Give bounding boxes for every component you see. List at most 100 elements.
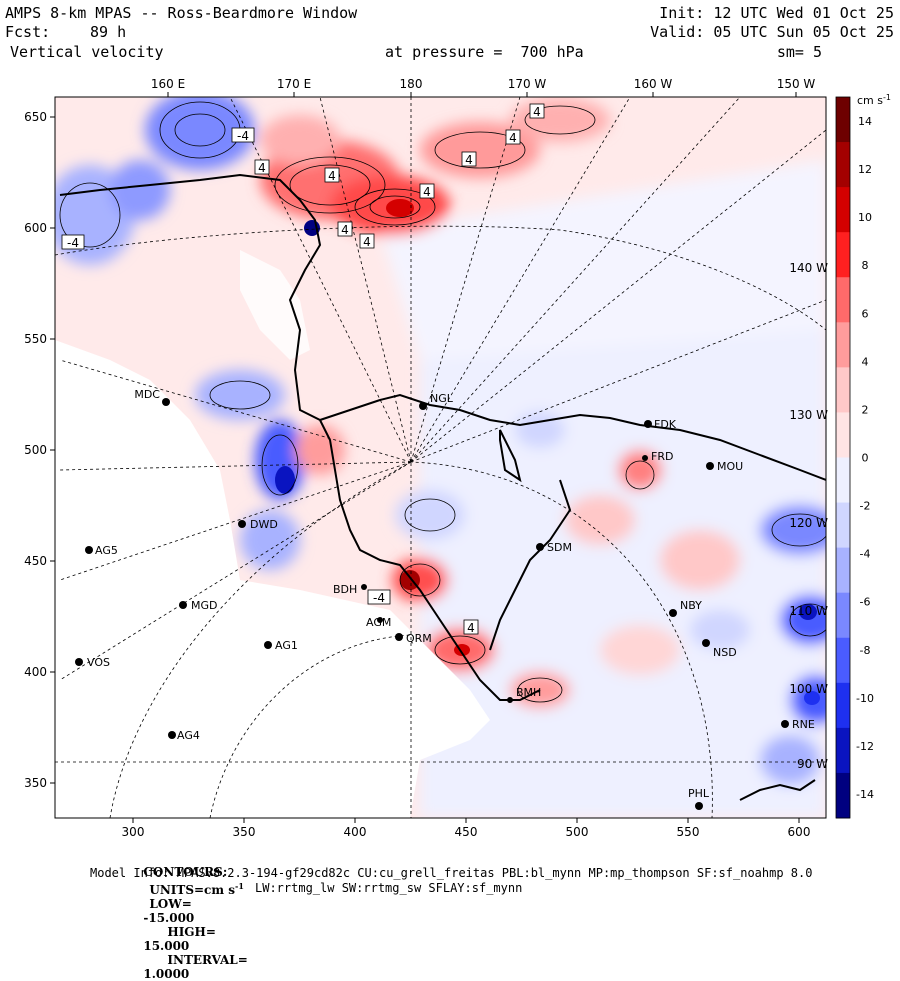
- colorbar-tick-label: -6: [860, 596, 871, 609]
- colorbar-tick-label: 4: [862, 355, 869, 368]
- contour-label: 4: [505, 129, 521, 145]
- colorbar-tick-label: -8: [860, 644, 871, 657]
- station-marker[interactable]: AG1: [264, 639, 298, 652]
- svg-text:NGL: NGL: [430, 392, 454, 405]
- colorbar-tick-label: 8: [862, 259, 869, 272]
- colorbar-tick-label: 0: [862, 452, 869, 465]
- forecast-hour-value: 89 h: [90, 23, 127, 41]
- station-marker[interactable]: NGL: [419, 392, 454, 410]
- station-marker[interactable]: PHL: [688, 787, 710, 810]
- station-marker[interactable]: AG4: [168, 729, 200, 742]
- colorbar-tick-label: 12: [858, 163, 872, 176]
- station-marker[interactable]: MDC: [134, 388, 170, 406]
- y-tick-label: 400: [24, 665, 47, 679]
- top-lon-label: 150 W: [777, 77, 816, 91]
- svg-text:AG1: AG1: [275, 639, 298, 652]
- svg-text:-4: -4: [67, 236, 79, 250]
- x-tick-label: 500: [566, 825, 589, 839]
- contour-label: 4: [254, 159, 270, 175]
- low-value: -15.000: [143, 911, 195, 925]
- colorbar-swatch: [836, 277, 850, 323]
- coastline: [59, 173, 826, 801]
- colorbar-tick-label: 10: [858, 211, 872, 224]
- colorbar-tick-label: 2: [862, 403, 869, 416]
- y-tick-label: 600: [24, 221, 47, 235]
- svg-text:RNE: RNE: [792, 718, 815, 731]
- colorbar-frame: [835, 96, 851, 819]
- svg-text:SDM: SDM: [547, 541, 572, 554]
- map-figure: -4 4 4 4 4 4 4 4 -4 -4 4 4 140 W 130 W 1…: [24, 77, 891, 839]
- svg-text:MGD: MGD: [191, 599, 218, 612]
- x-tick-label: 300: [122, 825, 145, 839]
- station-marker[interactable]: FRD: [642, 450, 673, 463]
- contour-label: 4: [461, 151, 477, 167]
- svg-text:4: 4: [465, 153, 473, 167]
- station-marker[interactable]: BMH: [507, 686, 541, 703]
- colorbar-tick-label: -14: [856, 788, 874, 801]
- contour-label: -4: [61, 234, 85, 250]
- contour-label: 4: [324, 167, 340, 183]
- y-tick-label: 450: [24, 554, 47, 568]
- svg-text:AGM: AGM: [366, 616, 391, 629]
- station-marker[interactable]: NSD: [702, 639, 737, 659]
- units-exp: -1: [235, 881, 244, 891]
- colorbar-swatch: [836, 592, 850, 639]
- graticule: [55, 97, 826, 818]
- station-marker[interactable]: QRM: [395, 632, 432, 645]
- colorbar-tick-label: -12: [856, 740, 874, 753]
- svg-text:VOS: VOS: [87, 656, 110, 669]
- low-label: LOW=: [149, 897, 192, 911]
- station-marker[interactable]: VOS: [75, 656, 110, 669]
- y-tick-label: 550: [24, 332, 47, 346]
- svg-text:4: 4: [423, 185, 431, 199]
- station-marker[interactable]: AGM: [366, 616, 391, 629]
- svg-text:4: 4: [363, 235, 371, 249]
- x-tick-label: 400: [344, 825, 367, 839]
- colorbar-swatch: [836, 187, 850, 233]
- colorbar-swatch: [836, 367, 850, 413]
- top-lon-axis: 160 E 170 E 180 170 W 160 W 150 W: [151, 77, 816, 97]
- y-tick-label: 500: [24, 443, 47, 457]
- station-marker[interactable]: MGD: [179, 599, 218, 612]
- grid-lon-label: 90 W: [797, 757, 828, 771]
- grid-lon-label: 140 W: [789, 261, 828, 275]
- interval-label: INTERVAL=: [167, 953, 248, 967]
- colorbar-swatch: [836, 412, 850, 458]
- station-marker[interactable]: NBY: [669, 599, 702, 617]
- svg-text:FDK: FDK: [654, 418, 677, 431]
- contour-label: -4: [231, 127, 255, 143]
- svg-text:MOU: MOU: [717, 460, 743, 473]
- top-lon-label: 170 E: [277, 77, 311, 91]
- station-marker[interactable]: RNE: [781, 718, 815, 731]
- interval-value: 1.0000: [143, 967, 190, 981]
- svg-text:4: 4: [258, 161, 266, 175]
- svg-text:NBY: NBY: [680, 599, 702, 612]
- stations: MDC NGL FDK FRD MOU DWD AG5 SDM BDH MGD …: [75, 388, 815, 810]
- station-marker[interactable]: FDK: [644, 418, 677, 431]
- model-info: Model Info: MPASv8.2.3-194-gf29cd82c CU:…: [90, 866, 813, 880]
- velocity-field: [55, 97, 826, 818]
- x-tick-label: 600: [788, 825, 811, 839]
- svg-text:BDH: BDH: [333, 583, 357, 596]
- top-lon-label: 170 W: [508, 77, 547, 91]
- station-marker[interactable]: MOU: [706, 460, 743, 473]
- contour-lines: [59, 101, 826, 703]
- station-marker[interactable]: SDM: [536, 541, 572, 554]
- svg-text:PHL: PHL: [688, 787, 710, 800]
- contour-label: 4: [359, 233, 375, 249]
- svg-text:-4: -4: [373, 591, 385, 605]
- high-label: HIGH=: [167, 925, 216, 939]
- grid-lon-label: 100 W: [789, 682, 828, 696]
- station-marker[interactable]: AG5: [85, 544, 118, 557]
- svg-text:4: 4: [341, 223, 349, 237]
- x-tick-label: 550: [677, 825, 700, 839]
- contour-label: 4: [419, 183, 435, 199]
- station-marker[interactable]: BDH: [333, 583, 367, 596]
- units-label: UNITS=cm s: [149, 883, 235, 897]
- plot-frame: [54, 96, 827, 819]
- svg-text:4: 4: [467, 621, 475, 635]
- pressure-level: at pressure = 700 hPa: [385, 43, 584, 61]
- chart-title: AMPS 8-km MPAS -- Ross-Beardmore Window: [5, 4, 358, 22]
- station-marker[interactable]: DWD: [238, 518, 278, 531]
- contour-label: 4: [337, 221, 353, 237]
